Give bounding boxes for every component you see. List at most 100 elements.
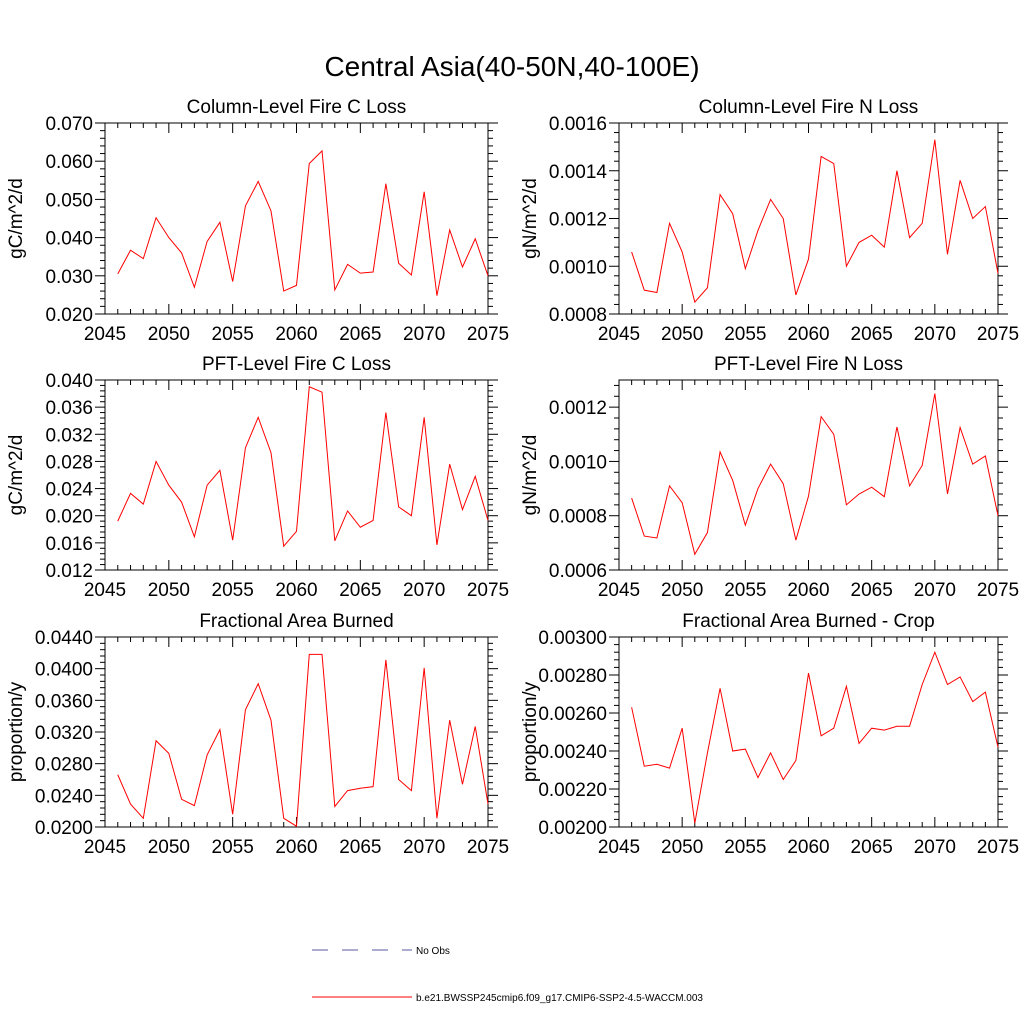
panel-title: PFT-Level Fire N Loss xyxy=(714,354,903,375)
x-tick-label: 2055 xyxy=(724,837,766,858)
plot-frame xyxy=(618,122,999,315)
y-tick-label: 0.0440 xyxy=(35,628,93,649)
plot-frame xyxy=(104,636,489,828)
x-tick-label: 2060 xyxy=(275,324,317,345)
x-tick-label: 2045 xyxy=(84,580,126,601)
x-tick-label: 2065 xyxy=(339,580,381,601)
x-tick-label: 2065 xyxy=(851,324,893,345)
y-tick-label: 0.00200 xyxy=(538,818,607,839)
x-tick-label: 2065 xyxy=(339,837,381,858)
series-line xyxy=(631,393,999,556)
x-tick-label: 2050 xyxy=(661,324,703,345)
y-tick-label: 0.0280 xyxy=(35,755,93,776)
y-tick-label: 0.070 xyxy=(45,114,93,135)
x-tick-label: 2065 xyxy=(339,324,381,345)
x-tick-label: 2070 xyxy=(914,837,956,858)
x-tick-label: 2075 xyxy=(467,580,509,601)
x-tick-label: 2075 xyxy=(467,837,509,858)
panels: Column-Level Fire C Loss gC/m^2/d 2045 2050… xyxy=(6,97,1019,858)
panel-title: Fractional Area Burned - Crop xyxy=(682,611,934,632)
x-tick-label: 2060 xyxy=(275,580,317,601)
x-tick-label: 2055 xyxy=(212,580,254,601)
y-axis-label: gN/m^2/d xyxy=(520,178,541,259)
x-tick-label: 2055 xyxy=(212,324,254,345)
plot-frame xyxy=(618,379,999,571)
x-tick-label: 2055 xyxy=(724,580,766,601)
y-tick-label: 0.00240 xyxy=(538,742,607,763)
series-line xyxy=(631,139,999,304)
y-tick-label: 0.030 xyxy=(45,267,93,288)
panel-title: PFT-Level Fire C Loss xyxy=(202,354,391,375)
y-tick-label: 0.0320 xyxy=(35,723,93,744)
x-tick-label: 2055 xyxy=(212,837,254,858)
x-tick-label: 2075 xyxy=(977,324,1019,345)
chart-panel-5: Fractional Area Burned proportion/y 2045 20… xyxy=(6,611,509,858)
y-axis-label: gN/m^2/d xyxy=(520,435,541,516)
legend-label-1: No Obs xyxy=(416,946,450,957)
y-tick-label: 0.016 xyxy=(45,534,93,555)
x-tick-label: 2070 xyxy=(403,837,445,858)
y-tick-label: 0.0012 xyxy=(549,210,607,231)
legend: No Obs b.e21.BWSSP245cmip6.f09_g17.CMIP6-… xyxy=(312,946,703,1004)
y-tick-label: 0.032 xyxy=(45,425,93,446)
y-tick-label: 0.040 xyxy=(45,229,93,250)
x-tick-label: 2055 xyxy=(724,324,766,345)
x-tick-label: 2045 xyxy=(598,580,640,601)
x-tick-label: 2060 xyxy=(787,324,829,345)
y-tick-label: 0.00260 xyxy=(538,704,607,725)
x-tick-label: 2050 xyxy=(661,837,703,858)
panel-title: Column-Level Fire N Loss xyxy=(699,97,919,118)
x-tick-label: 2075 xyxy=(977,837,1019,858)
legend-label-2: b.e21.BWSSP245cmip6.f09_g17.CMIP6-SSP2-4… xyxy=(416,993,703,1004)
y-tick-label: 0.050 xyxy=(45,190,93,211)
y-tick-label: 0.0008 xyxy=(549,507,607,528)
y-tick-label: 0.0200 xyxy=(35,818,93,839)
y-tick-label: 0.012 xyxy=(45,561,93,582)
y-tick-label: 0.060 xyxy=(45,152,93,173)
x-tick-label: 2070 xyxy=(914,324,956,345)
series-line xyxy=(117,149,489,296)
y-tick-label: 0.0012 xyxy=(549,398,607,419)
plot-frame xyxy=(618,636,999,828)
y-tick-label: 0.0016 xyxy=(549,114,607,135)
y-tick-label: 0.0010 xyxy=(549,257,607,278)
y-tick-label: 0.0400 xyxy=(35,660,93,681)
y-axis-label: proportion/y xyxy=(520,681,541,782)
x-tick-label: 2070 xyxy=(403,580,445,601)
y-tick-label: 0.0008 xyxy=(549,305,607,326)
x-tick-label: 2050 xyxy=(661,580,703,601)
y-axis-label: gC/m^2/d xyxy=(6,435,27,516)
x-tick-label: 2075 xyxy=(467,324,509,345)
y-tick-label: 0.00300 xyxy=(538,628,607,649)
y-tick-label: 0.020 xyxy=(45,507,93,528)
y-tick-label: 0.00220 xyxy=(538,780,607,801)
chart-panel-6: Fractional Area Burned - Crop proportion/… xyxy=(520,611,1019,858)
y-tick-label: 0.036 xyxy=(45,398,93,419)
series-line xyxy=(631,650,999,824)
x-tick-label: 2060 xyxy=(275,837,317,858)
y-tick-label: 0.0006 xyxy=(549,561,607,582)
x-tick-label: 2075 xyxy=(977,580,1019,601)
x-tick-label: 2045 xyxy=(84,837,126,858)
y-tick-label: 0.0360 xyxy=(35,691,93,712)
chart-panel-1: Column-Level Fire C Loss gC/m^2/d 2045 2050… xyxy=(6,97,509,345)
y-tick-label: 0.0014 xyxy=(549,162,608,183)
x-tick-label: 2060 xyxy=(787,837,829,858)
y-axis-label: gC/m^2/d xyxy=(6,178,27,259)
y-tick-label: 0.024 xyxy=(45,480,93,501)
panel-title: Fractional Area Burned xyxy=(199,611,393,632)
x-tick-label: 2065 xyxy=(851,580,893,601)
x-tick-label: 2050 xyxy=(148,324,190,345)
chart-panel-4: PFT-Level Fire N Loss gN/m^2/d 2045 2050 205… xyxy=(520,354,1019,601)
x-tick-label: 2045 xyxy=(598,837,640,858)
y-tick-label: 0.040 xyxy=(45,371,93,392)
x-tick-label: 2045 xyxy=(84,324,126,345)
y-tick-label: 0.00280 xyxy=(538,666,607,687)
plot-frame xyxy=(104,379,489,571)
figure-title: Central Asia(40-50N,40-100E) xyxy=(324,51,699,82)
y-tick-label: 0.028 xyxy=(45,452,93,473)
y-tick-label: 0.0240 xyxy=(35,786,93,807)
x-tick-label: 2060 xyxy=(787,580,829,601)
chart-panel-3: PFT-Level Fire C Loss gC/m^2/d 2045 2050 205… xyxy=(6,354,509,601)
